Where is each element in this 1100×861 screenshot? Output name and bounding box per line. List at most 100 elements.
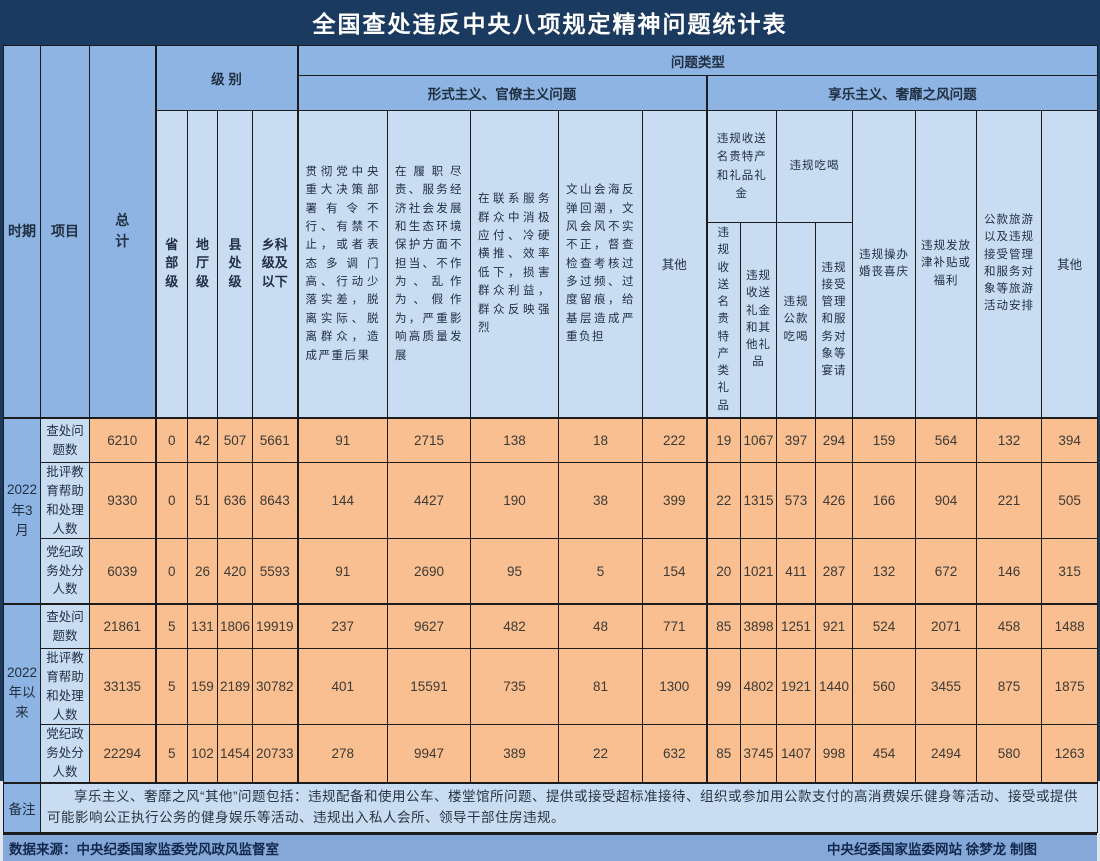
period-cell: 2022年3月: [3, 416, 41, 605]
data-cell: 1300: [642, 648, 708, 726]
data-cell: 1454: [217, 724, 253, 784]
data-cell: 1875: [1041, 648, 1099, 726]
data-cell: 735: [470, 648, 560, 726]
data-cell: 411: [776, 538, 817, 605]
data-cell: 2715: [387, 416, 472, 464]
data-cell: 1021: [740, 538, 778, 605]
row-label-cell: 批评教育帮助和处理人数: [40, 462, 90, 540]
header-level-group: 级 别: [154, 45, 299, 111]
header-public-funded-travel: 公款旅游以及违规接受管理和服务对象等旅游活动安排: [976, 109, 1043, 419]
data-cell: 2189: [217, 648, 253, 726]
data-cell: 771: [642, 602, 708, 650]
data-cell: 15591: [387, 648, 472, 726]
header-dining-subcol-2: 违规接受管理和服务对象等宴请: [815, 221, 854, 419]
data-cell: 1806: [217, 602, 253, 650]
data-cell: 21861: [89, 602, 156, 650]
header-period: 时期: [3, 44, 41, 419]
data-cell: 6210: [89, 416, 156, 464]
header-gifts-group: 违规收送名贵特产和礼品礼金: [705, 110, 778, 223]
data-cell: 3455: [915, 648, 978, 726]
data-cell: 132: [976, 416, 1043, 464]
data-cell: 132: [852, 538, 917, 605]
header-weddings-funerals: 违规操办婚丧喜庆: [852, 109, 917, 419]
data-cell: 102: [187, 724, 218, 784]
page-title: 全国查处违反中央八项规定精神问题统计表: [3, 3, 1097, 45]
data-cell: 505: [1041, 462, 1099, 540]
data-cell: 51: [187, 462, 218, 540]
header-gifts-subcol-2: 违规收送礼金和其他礼品: [740, 221, 778, 419]
data-cell: 20: [705, 538, 742, 605]
data-cell: 5: [154, 648, 188, 726]
data-cell: 1315: [740, 462, 778, 540]
data-cell: 2071: [915, 602, 978, 650]
remark-text: 享乐主义、奢靡之风“其他”问题包括：违规配备和使用公车、楼堂馆所问题、提供或接受…: [39, 781, 1099, 833]
data-cell: 458: [976, 602, 1043, 650]
header-formalism-other: 其他: [642, 109, 708, 419]
data-cell: 580: [976, 724, 1043, 784]
data-cell: 95: [470, 538, 560, 605]
header-level-province: 省部级: [154, 109, 188, 419]
data-cell: 81: [558, 648, 644, 726]
data-cell: 1921: [776, 648, 817, 726]
data-cell: 166: [852, 462, 917, 540]
data-cell: 20733: [251, 724, 299, 784]
data-cell: 0: [154, 538, 188, 605]
data-cell: 26: [187, 538, 218, 605]
data-cell: 22: [705, 462, 742, 540]
row-label-cell: 查处问题数: [40, 602, 90, 650]
data-cell: 222: [642, 416, 708, 464]
footer-bar: 数据来源：中央纪委国家监委党风政风监督室 中央纪委国家监委网站 徐梦龙 制图: [3, 832, 1097, 861]
data-cell: 6039: [89, 538, 156, 605]
data-cell: 33135: [89, 648, 156, 726]
data-cell: 30782: [251, 648, 299, 726]
header-formalism-col-4: 文山会海反弹回潮，文风会风不实不正，督查检查考核过多过频、过度留痕，给基层造成严…: [558, 109, 644, 419]
data-cell: 22294: [89, 724, 156, 784]
data-cell: 1440: [815, 648, 854, 726]
data-cell: 401: [296, 648, 389, 726]
remark-label: 备注: [3, 781, 41, 833]
header-total-label: 总计: [115, 212, 130, 250]
header-level-township: 乡科级及以下: [251, 109, 299, 419]
data-cell: 42: [187, 416, 218, 464]
header-hedonism-group: 享乐主义、奢靡之风问题: [705, 75, 1099, 111]
data-cell: 48: [558, 602, 644, 650]
header-item: 项目: [40, 44, 90, 419]
data-cell: 5: [154, 602, 188, 650]
header-level-county: 县处级: [217, 109, 253, 419]
header-dining-subcol-1: 违规公款吃喝: [776, 221, 817, 419]
data-cell: 636: [217, 462, 253, 540]
data-cell: 921: [815, 602, 854, 650]
data-cell: 237: [296, 602, 389, 650]
header-formalism-col-1: 贯彻党中央重大决策部署有令不行、有禁不止，或者表态多调门高、行动少落实差，脱离实…: [296, 109, 389, 419]
data-cell: 482: [470, 602, 560, 650]
data-cell: 294: [815, 416, 854, 464]
data-cell: 2690: [387, 538, 472, 605]
data-cell: 99: [705, 648, 742, 726]
data-cell: 4802: [740, 648, 778, 726]
row-label-cell: 党纪政务处分人数: [40, 724, 90, 784]
row-label-cell: 党纪政务处分人数: [40, 538, 90, 605]
data-cell: 19919: [251, 602, 299, 650]
data-cell: 1407: [776, 724, 817, 784]
data-cell: 5593: [251, 538, 299, 605]
data-cell: 315: [1041, 538, 1099, 605]
data-cell: 19: [705, 416, 742, 464]
data-cell: 904: [915, 462, 978, 540]
row-label-cell: 查处问题数: [40, 416, 90, 464]
row-label-cell: 批评教育帮助和处理人数: [40, 648, 90, 726]
data-cell: 564: [915, 416, 978, 464]
data-cell: 159: [852, 416, 917, 464]
data-cell: 38: [558, 462, 644, 540]
data-cell: 131: [187, 602, 218, 650]
data-cell: 9947: [387, 724, 472, 784]
data-cell: 397: [776, 416, 817, 464]
data-cell: 146: [976, 538, 1043, 605]
data-cell: 91: [296, 416, 389, 464]
data-cell: 9627: [387, 602, 472, 650]
data-cell: 287: [815, 538, 854, 605]
data-cell: 0: [154, 462, 188, 540]
data-cell: 1251: [776, 602, 817, 650]
data-cell: 221: [976, 462, 1043, 540]
data-cell: 632: [642, 724, 708, 784]
